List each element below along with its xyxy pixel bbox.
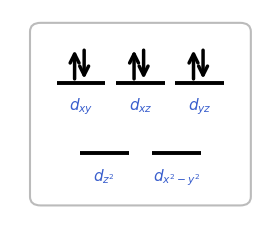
Text: $d_{x^2-y^2}$: $d_{x^2-y^2}$ — [153, 166, 200, 187]
Text: $d_{z^2}$: $d_{z^2}$ — [93, 166, 115, 185]
FancyBboxPatch shape — [30, 24, 251, 205]
Text: $d_{xy}$: $d_{xy}$ — [69, 96, 93, 117]
Text: $d_{yz}$: $d_{yz}$ — [188, 96, 212, 117]
Text: $d_{xz}$: $d_{xz}$ — [129, 96, 152, 115]
